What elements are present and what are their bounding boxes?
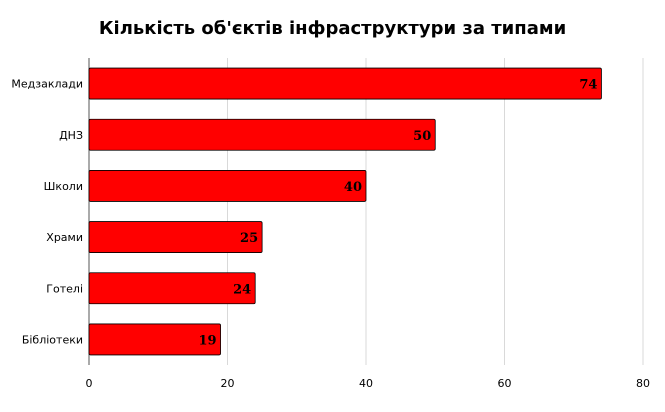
category-label: Храми (46, 231, 83, 244)
data-label: 19 (198, 333, 216, 348)
data-label: 74 (579, 78, 597, 93)
bar (88, 67, 602, 100)
data-label: 24 (233, 282, 251, 297)
data-label: 50 (413, 129, 431, 144)
category-label: ДНЗ (59, 129, 83, 142)
category-label: Готелі (46, 282, 83, 295)
x-tick-label: 80 (636, 377, 650, 390)
x-tick-label: 0 (86, 377, 93, 390)
bar (88, 221, 263, 253)
data-label: 40 (344, 180, 362, 195)
bar (88, 118, 436, 151)
x-tick-label: 20 (221, 377, 235, 390)
bar (88, 272, 256, 305)
category-label: Медзаклади (11, 78, 83, 91)
bar (88, 323, 221, 356)
x-tick-label: 40 (359, 377, 373, 390)
bar (88, 170, 367, 202)
data-label: 25 (240, 231, 258, 246)
x-tick-label: 60 (498, 377, 512, 390)
category-label: Бібліотеки (22, 333, 83, 346)
chart-title: Кількість об'єктів інфраструктури за тип… (98, 18, 567, 39)
category-label: Школи (44, 180, 83, 193)
